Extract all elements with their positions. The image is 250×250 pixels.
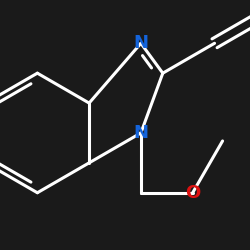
Text: O: O — [185, 184, 200, 202]
Text: N: N — [134, 34, 148, 52]
Text: N: N — [134, 124, 148, 142]
